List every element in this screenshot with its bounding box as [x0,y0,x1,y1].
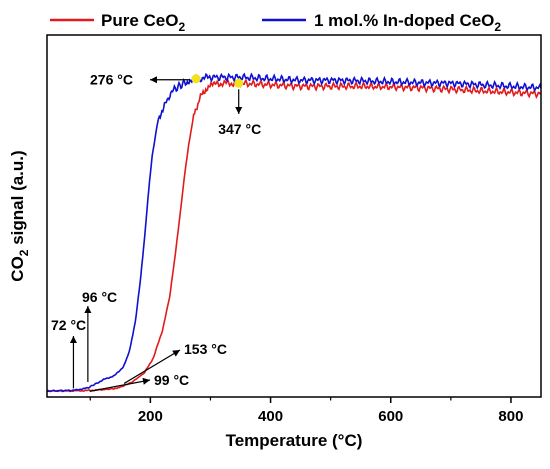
arrow-96c [84,306,92,382]
arrow-347c [235,89,243,114]
x-tick-label: 600 [378,408,403,425]
x-tick-label: 400 [258,408,283,425]
annotation-347c: 347 °C [218,121,261,137]
annotation-153c: 153 °C [184,341,227,357]
legend-label-pure-ceo2: Pure CeO2 [101,11,185,34]
legend: Pure CeO2 1 mol.% In-doped CeO2 [50,11,501,34]
x-axis-ticks: 200 400 600 800 [89,397,523,425]
y-axis-title: CO2 signal (a.u.) [8,150,31,281]
annotation-276c: 276 °C [90,72,133,88]
x-tick-label: 800 [498,408,523,425]
annotations: 276 °C 347 °C 72 °C 96 °C 153 °C 99 °C [51,72,261,392]
plot-area [46,72,542,393]
arrow-153c [123,349,181,384]
annotation-99c: 99 °C [154,372,189,388]
arrow-276c [150,76,191,84]
x-axis-title: Temperature (°C) [226,431,363,450]
annotation-96c: 96 °C [82,289,117,305]
series-line-1 [46,72,542,393]
plot-frame [46,34,542,398]
marker-347c [234,78,244,88]
arrow-99c [89,377,151,392]
annotation-72c: 72 °C [51,317,86,333]
series-line-0 [46,78,541,393]
legend-label-in-doped-ceo2: 1 mol.% In-doped CeO2 [314,11,501,34]
x-tick-label: 200 [138,408,163,425]
marker-276c [191,74,201,84]
arrow-72c [69,336,77,389]
